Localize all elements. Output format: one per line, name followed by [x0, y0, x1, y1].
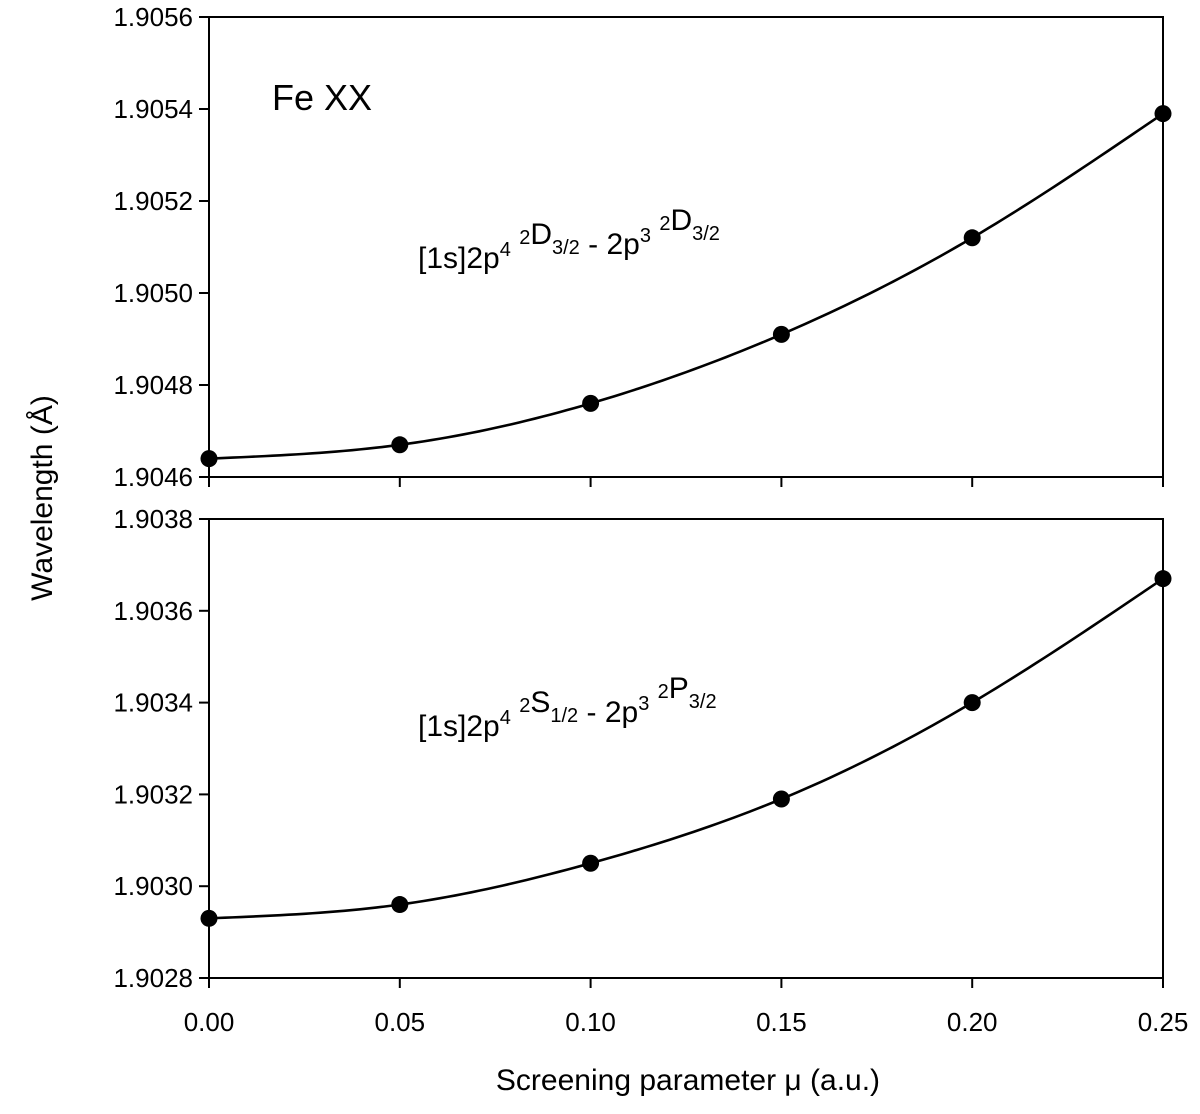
data-point [1154, 105, 1172, 123]
bottom-panel: 1.9028 1.9030 1.9032 1.9034 1.9036 1.9038 0.00… [113, 504, 1188, 1037]
y-tick-label: 1.9050 [113, 278, 193, 308]
x-tick-label: 0.25 [1138, 1007, 1189, 1037]
data-point [391, 436, 409, 454]
y-tick-label: 1.9028 [113, 963, 193, 993]
y-tick-label: 1.9046 [113, 462, 193, 492]
x-tick-label: 0.15 [756, 1007, 807, 1037]
y-tick-label: 1.9036 [113, 596, 193, 626]
x-tick-label: 0.05 [374, 1007, 425, 1037]
y-tick-label: 1.9030 [113, 871, 193, 901]
series-line-top [208, 112, 1164, 460]
y-tick-label: 1.9052 [113, 186, 193, 216]
data-point [772, 325, 790, 343]
y-tick-label: 1.9056 [113, 2, 193, 32]
x-tick-label: 0.10 [565, 1007, 616, 1037]
x-tick-label: 0.00 [184, 1007, 235, 1037]
data-point [391, 896, 409, 914]
y-tick-label: 1.9032 [113, 779, 193, 809]
transition-label-bottom: [1s]2p4 2S1/2 - 2p3 2P3/2 [418, 672, 717, 743]
series-line-bottom [208, 577, 1164, 920]
y-axis-title: Wavelength (Å) [26, 395, 59, 601]
data-point [582, 394, 600, 412]
data-point [963, 229, 981, 247]
y-tick-label: 1.9048 [113, 370, 193, 400]
x-tick-label: 0.20 [947, 1007, 998, 1037]
data-point [963, 694, 981, 712]
y-tick-label: 1.9038 [113, 504, 193, 534]
data-point [772, 790, 790, 808]
data-point [200, 909, 218, 927]
data-point [1154, 570, 1172, 588]
y-tick-label: 1.9054 [113, 94, 193, 124]
top-panel: 1.9046 1.9048 1.9050 1.9052 1.9054 1.9056 [113, 2, 1172, 492]
y-tick-label: 1.9034 [113, 688, 193, 718]
x-axis-title: Screening parameter μ (a.u.) [496, 1064, 880, 1097]
ion-label: Fe XX [272, 77, 372, 118]
data-point [200, 450, 218, 468]
data-point [582, 854, 600, 872]
plot-frame-bottom [208, 518, 1164, 979]
transition-label-top: [1s]2p4 2D3/2 - 2p3 2D3/2 [418, 204, 720, 275]
plot-frame-top [208, 16, 1164, 478]
